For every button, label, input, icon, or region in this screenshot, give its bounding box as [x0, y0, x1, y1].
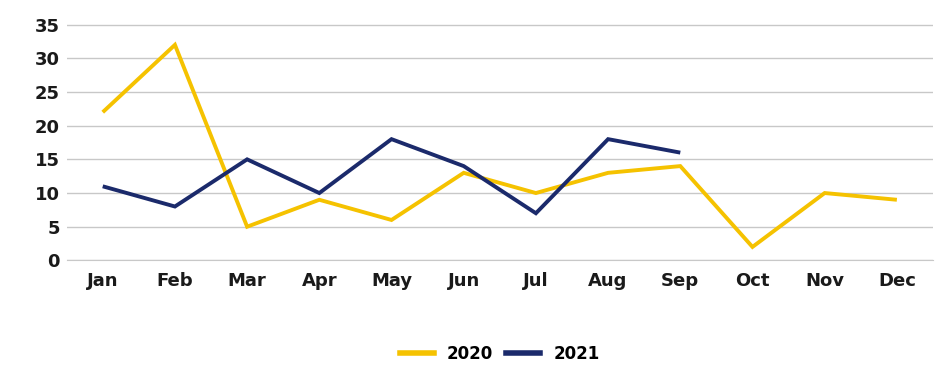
Line: 2021: 2021: [103, 139, 681, 213]
2021: [169, 204, 181, 209]
2020: [386, 218, 397, 222]
2021: [458, 164, 469, 168]
2020: [458, 171, 469, 175]
Legend: 2020, 2021: 2020, 2021: [393, 339, 606, 370]
2021: [675, 150, 686, 155]
2020: [891, 198, 902, 202]
2020: [169, 43, 181, 47]
2021: [530, 211, 542, 215]
2020: [242, 224, 253, 229]
2020: [746, 245, 758, 249]
2021: [97, 184, 109, 189]
2021: [313, 191, 325, 195]
2020: [313, 198, 325, 202]
2020: [97, 110, 109, 115]
2020: [819, 191, 830, 195]
2021: [603, 137, 614, 141]
2021: [242, 157, 253, 161]
Line: 2020: 2020: [103, 45, 897, 247]
2020: [603, 171, 614, 175]
2020: [530, 191, 542, 195]
2021: [386, 137, 397, 141]
2020: [675, 164, 686, 168]
